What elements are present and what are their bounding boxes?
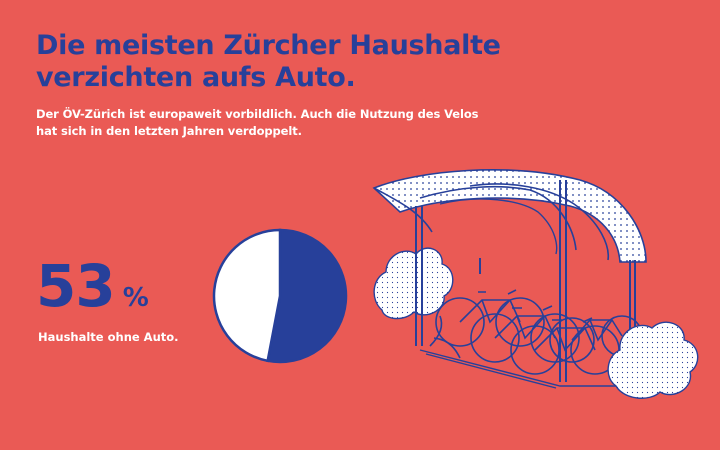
bike-shelter-illustration bbox=[372, 169, 699, 399]
pie-chart bbox=[212, 228, 348, 364]
bicycles bbox=[429, 289, 643, 375]
shelter-ground bbox=[419, 349, 640, 389]
pie-slice-1 bbox=[266, 228, 348, 364]
subtitle-line-1: Der ÖV-Zürich ist europaweit vorbildlich… bbox=[36, 107, 479, 121]
headline-line-2: verzichten aufs Auto. bbox=[36, 62, 356, 93]
pie-slice-2 bbox=[212, 228, 282, 363]
bush-right bbox=[607, 321, 699, 399]
subtitle: Der ÖV-Zürich ist europaweit vorbildlich… bbox=[36, 106, 478, 140]
headline-line-1: Die meisten Zürcher Haushalte bbox=[36, 30, 501, 61]
stat-label: Haushalte ohne Auto. bbox=[38, 330, 179, 344]
stat-unit: % bbox=[122, 283, 149, 313]
shelter-roof bbox=[372, 169, 647, 263]
bush-left bbox=[373, 247, 454, 320]
subtitle-line-2: hat sich in den letzten Jahren verdoppel… bbox=[36, 124, 302, 138]
stat-value: 53% bbox=[36, 254, 149, 318]
stat-number: 53 bbox=[36, 252, 116, 320]
headline: Die meisten Zürcher Haushalte verzichten… bbox=[36, 30, 501, 94]
